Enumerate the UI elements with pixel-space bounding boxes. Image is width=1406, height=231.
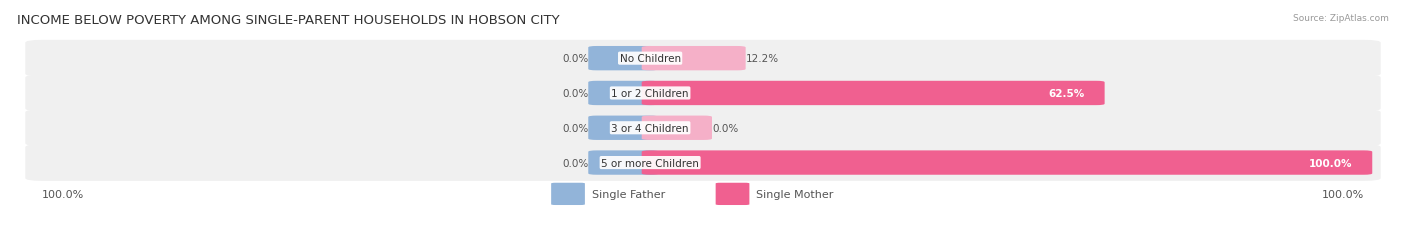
FancyBboxPatch shape	[588, 151, 658, 175]
Text: No Children: No Children	[620, 54, 681, 64]
FancyBboxPatch shape	[588, 116, 658, 140]
Text: 1 or 2 Children: 1 or 2 Children	[612, 88, 689, 99]
FancyBboxPatch shape	[716, 183, 749, 205]
FancyBboxPatch shape	[25, 41, 1381, 77]
FancyBboxPatch shape	[641, 116, 711, 140]
FancyBboxPatch shape	[551, 183, 585, 205]
FancyBboxPatch shape	[25, 145, 1381, 181]
Text: Single Father: Single Father	[592, 189, 665, 199]
FancyBboxPatch shape	[25, 75, 1381, 112]
Text: 0.0%: 0.0%	[562, 123, 588, 133]
FancyBboxPatch shape	[588, 82, 658, 106]
Text: Source: ZipAtlas.com: Source: ZipAtlas.com	[1294, 14, 1389, 23]
Text: Single Mother: Single Mother	[756, 189, 834, 199]
FancyBboxPatch shape	[641, 151, 1372, 175]
FancyBboxPatch shape	[641, 82, 1105, 106]
Text: 12.2%: 12.2%	[745, 54, 779, 64]
FancyBboxPatch shape	[641, 47, 745, 71]
Text: 100.0%: 100.0%	[1322, 189, 1364, 199]
Text: 0.0%: 0.0%	[562, 88, 588, 99]
Text: 100.0%: 100.0%	[1309, 158, 1353, 168]
FancyBboxPatch shape	[25, 110, 1381, 146]
Text: 0.0%: 0.0%	[562, 54, 588, 64]
Text: INCOME BELOW POVERTY AMONG SINGLE-PARENT HOUSEHOLDS IN HOBSON CITY: INCOME BELOW POVERTY AMONG SINGLE-PARENT…	[17, 14, 560, 27]
Text: 62.5%: 62.5%	[1049, 88, 1085, 99]
Text: 3 or 4 Children: 3 or 4 Children	[612, 123, 689, 133]
Text: 5 or more Children: 5 or more Children	[602, 158, 699, 168]
Text: 100.0%: 100.0%	[42, 189, 84, 199]
Text: 0.0%: 0.0%	[562, 158, 588, 168]
Text: 0.0%: 0.0%	[711, 123, 738, 133]
FancyBboxPatch shape	[588, 47, 658, 71]
